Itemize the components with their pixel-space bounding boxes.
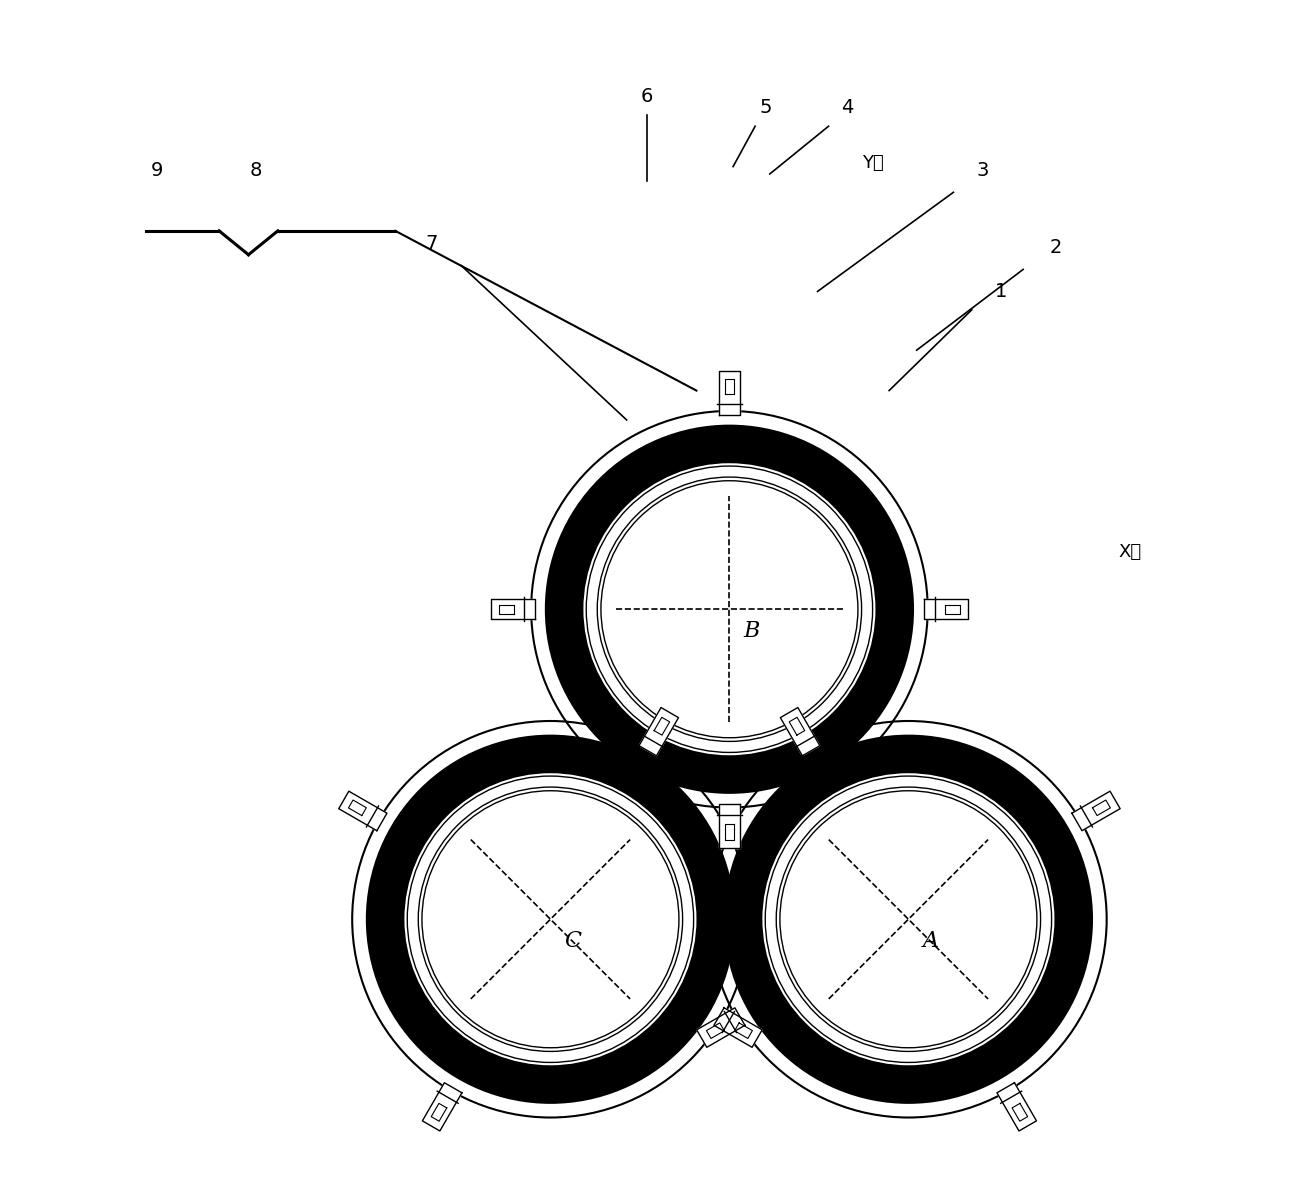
Polygon shape — [697, 1008, 745, 1048]
Polygon shape — [639, 708, 678, 756]
Text: Y轴: Y轴 — [862, 154, 883, 172]
Circle shape — [367, 736, 733, 1103]
Polygon shape — [422, 1082, 462, 1131]
Polygon shape — [714, 1008, 762, 1048]
Circle shape — [724, 736, 1092, 1103]
Text: 7: 7 — [426, 234, 438, 254]
Text: X轴: X轴 — [1118, 543, 1141, 561]
Text: 8: 8 — [249, 160, 262, 179]
Polygon shape — [924, 599, 968, 620]
Polygon shape — [719, 371, 740, 415]
Text: 9: 9 — [151, 160, 163, 179]
Circle shape — [404, 773, 697, 1066]
Text: 1: 1 — [994, 282, 1008, 301]
Circle shape — [583, 463, 876, 756]
Polygon shape — [1072, 792, 1120, 831]
Polygon shape — [719, 804, 740, 848]
Text: 5: 5 — [760, 98, 773, 117]
Circle shape — [761, 773, 1055, 1066]
Polygon shape — [997, 1082, 1036, 1131]
Text: 2: 2 — [1050, 238, 1063, 257]
Text: 3: 3 — [976, 160, 989, 179]
Polygon shape — [781, 708, 820, 756]
Text: A: A — [922, 930, 938, 952]
Polygon shape — [338, 792, 387, 831]
Text: C: C — [564, 930, 581, 952]
Text: 4: 4 — [841, 98, 853, 117]
Circle shape — [546, 426, 913, 793]
Polygon shape — [491, 599, 535, 620]
Text: B: B — [744, 621, 760, 642]
Text: 6: 6 — [640, 87, 653, 106]
